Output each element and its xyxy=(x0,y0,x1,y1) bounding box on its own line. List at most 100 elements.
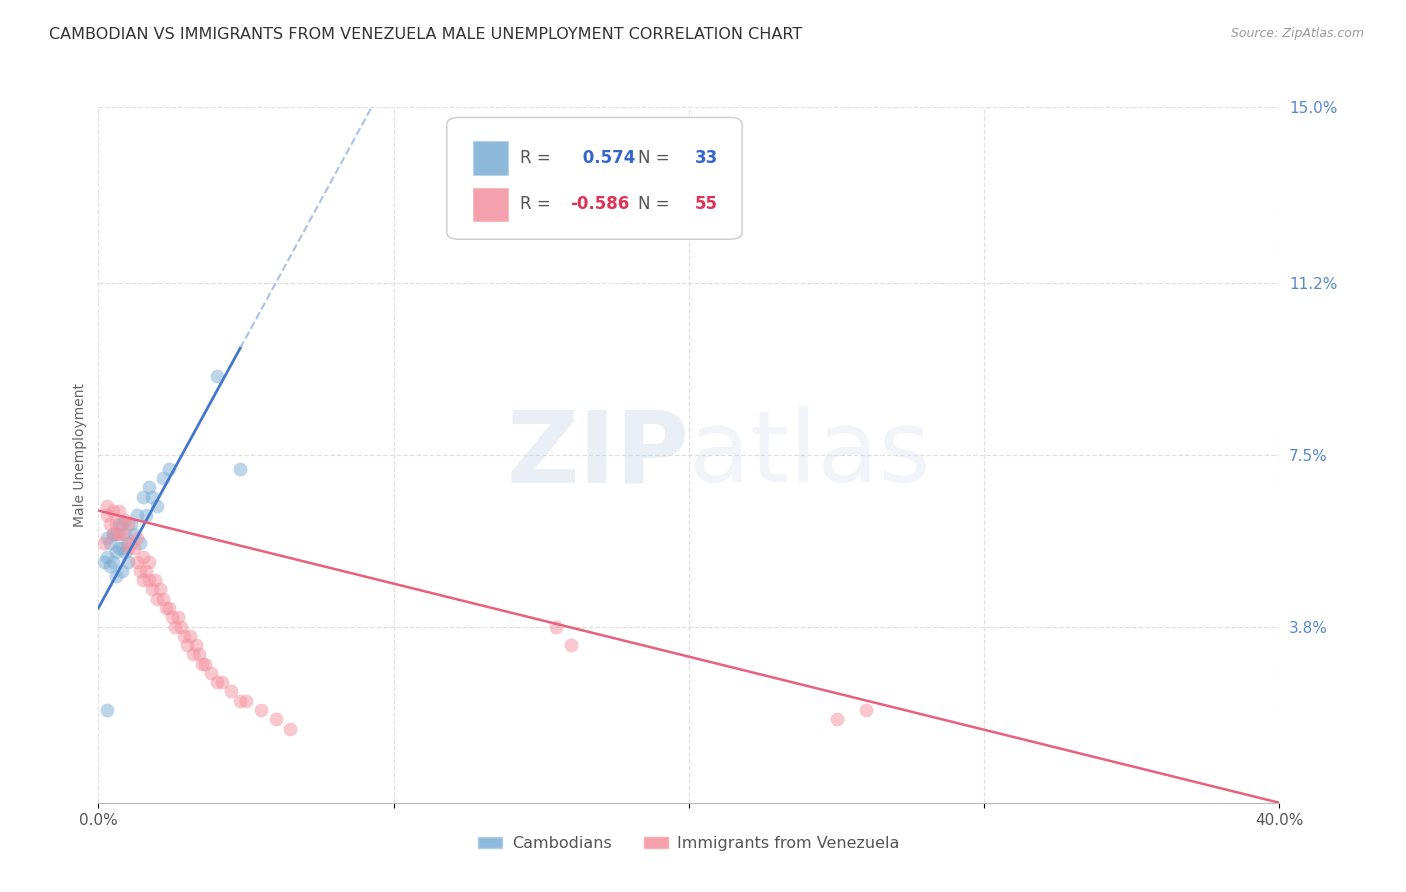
Text: Source: ZipAtlas.com: Source: ZipAtlas.com xyxy=(1230,27,1364,40)
Text: CAMBODIAN VS IMMIGRANTS FROM VENEZUELA MALE UNEMPLOYMENT CORRELATION CHART: CAMBODIAN VS IMMIGRANTS FROM VENEZUELA M… xyxy=(49,27,803,42)
Point xyxy=(98,517,121,532)
Legend: Cambodians, Immigrants from Venezuela: Cambodians, Immigrants from Venezuela xyxy=(472,830,905,857)
Point xyxy=(114,513,136,527)
Point xyxy=(264,712,287,726)
Text: -0.586: -0.586 xyxy=(569,195,628,213)
Point xyxy=(111,541,134,555)
Point xyxy=(187,648,209,662)
Point xyxy=(855,703,877,717)
Point xyxy=(146,591,169,606)
Point xyxy=(132,573,155,587)
Point xyxy=(108,526,131,541)
Point xyxy=(205,675,228,690)
Point xyxy=(122,526,145,541)
Point xyxy=(125,532,148,546)
Point xyxy=(105,568,128,582)
Point xyxy=(132,490,155,504)
Point xyxy=(114,526,136,541)
Point xyxy=(103,503,125,517)
Point xyxy=(105,526,128,541)
Point xyxy=(280,722,302,736)
Point xyxy=(108,541,131,555)
Point xyxy=(96,532,118,546)
Point xyxy=(111,526,134,541)
Text: 55: 55 xyxy=(695,195,718,213)
Point xyxy=(114,545,136,559)
Point xyxy=(117,517,139,532)
Point xyxy=(152,591,174,606)
Point xyxy=(250,703,273,717)
Point xyxy=(105,545,128,559)
Point xyxy=(157,462,180,476)
Point xyxy=(128,536,150,550)
Text: N =: N = xyxy=(638,149,675,167)
Point xyxy=(173,629,195,643)
Point xyxy=(135,508,157,523)
FancyBboxPatch shape xyxy=(447,118,742,239)
Point xyxy=(135,564,157,578)
Point xyxy=(108,517,131,532)
Point xyxy=(155,601,177,615)
Point xyxy=(170,619,193,633)
Point xyxy=(143,573,166,587)
FancyBboxPatch shape xyxy=(472,141,508,175)
Point xyxy=(128,564,150,578)
Text: N =: N = xyxy=(638,195,675,213)
Point xyxy=(141,582,163,597)
Point xyxy=(93,555,115,569)
Point xyxy=(96,703,118,717)
Point xyxy=(229,462,252,476)
Point xyxy=(138,555,160,569)
Point xyxy=(191,657,214,671)
Point xyxy=(205,369,228,384)
Point xyxy=(117,541,139,555)
Point xyxy=(125,555,148,569)
Point xyxy=(181,648,204,662)
Point xyxy=(96,508,118,523)
Point xyxy=(132,549,155,564)
Point xyxy=(122,541,145,555)
Point xyxy=(235,694,257,708)
Y-axis label: Male Unemployment: Male Unemployment xyxy=(73,383,87,527)
Point xyxy=(117,555,139,569)
Point xyxy=(111,564,134,578)
Point xyxy=(560,638,582,652)
Point xyxy=(117,536,139,550)
Text: 0.574: 0.574 xyxy=(576,149,636,167)
Point xyxy=(162,610,183,624)
Point xyxy=(98,559,121,574)
Point xyxy=(96,499,118,513)
Point xyxy=(138,480,160,494)
Point xyxy=(149,582,172,597)
Point xyxy=(184,638,207,652)
Point xyxy=(211,675,233,690)
Point xyxy=(146,499,169,513)
Point xyxy=(167,610,190,624)
Point xyxy=(96,549,118,564)
Point xyxy=(108,503,131,517)
FancyBboxPatch shape xyxy=(472,187,508,221)
Point xyxy=(194,657,217,671)
Point xyxy=(176,638,198,652)
Point xyxy=(825,712,848,726)
Text: ZIP: ZIP xyxy=(506,407,689,503)
Point xyxy=(103,526,125,541)
Point xyxy=(138,573,160,587)
Point xyxy=(111,517,134,532)
Point xyxy=(221,684,243,698)
Text: atlas: atlas xyxy=(689,407,931,503)
Point xyxy=(152,471,174,485)
Point xyxy=(120,536,142,550)
Point xyxy=(103,526,125,541)
Point xyxy=(125,508,148,523)
Text: 33: 33 xyxy=(695,149,718,167)
Point xyxy=(103,555,125,569)
Point xyxy=(141,490,163,504)
Text: R =: R = xyxy=(520,195,555,213)
Point xyxy=(165,619,187,633)
Point xyxy=(179,629,201,643)
Point xyxy=(546,619,568,633)
Point xyxy=(93,536,115,550)
Text: R =: R = xyxy=(520,149,555,167)
Point xyxy=(105,517,128,532)
